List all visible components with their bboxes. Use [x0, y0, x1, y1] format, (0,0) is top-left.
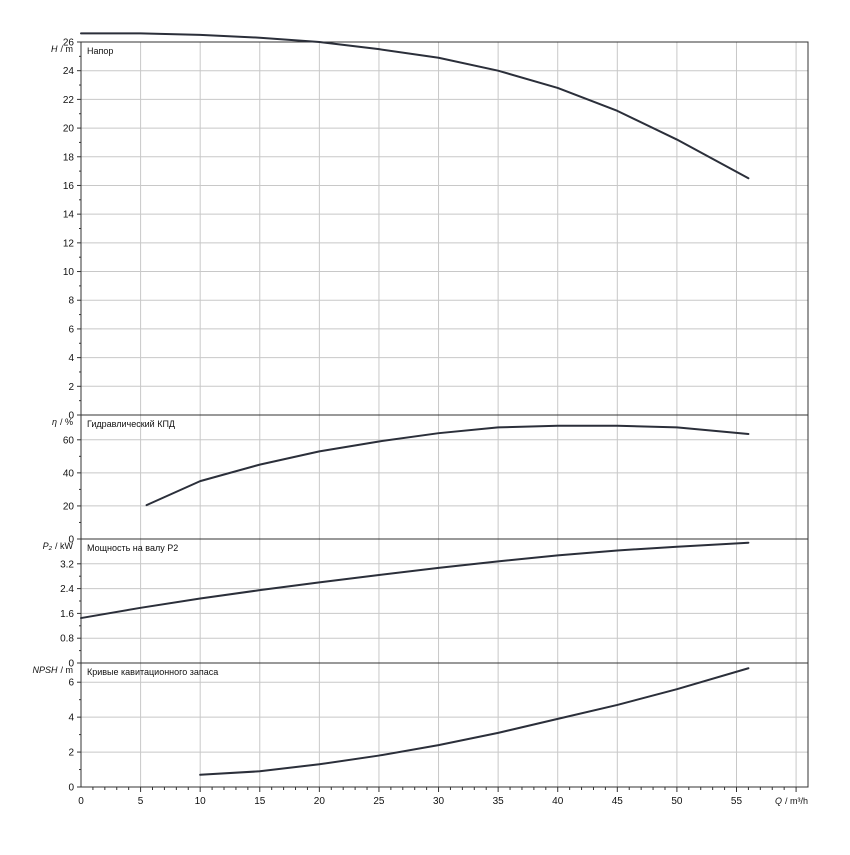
x-tick-label: 35	[493, 796, 505, 807]
y-axis-label: H/ m	[51, 44, 73, 54]
panel-4: 0 2 4 6 Кривые кавитационного запаса NPSH/ m	[32, 663, 808, 794]
series-line-1	[147, 426, 749, 505]
y-tick-label: 20	[63, 124, 75, 135]
x-tick-label: 55	[731, 796, 743, 807]
x-axis-label: Q/ m³/h	[775, 796, 808, 806]
y-tick-label: 22	[63, 95, 75, 106]
y-tick-label: 0	[68, 783, 74, 794]
y-axis-unit: / kW	[55, 541, 74, 551]
x-tick-label: 5	[138, 796, 144, 807]
y-tick-label: 6	[68, 678, 74, 689]
y-tick-label: 2	[68, 382, 74, 393]
x-tick-label: 25	[373, 796, 385, 807]
y-axis-symbol: P₂	[43, 541, 53, 551]
panel-title: Мощность на валу P2	[87, 543, 178, 553]
x-tick-label: 45	[612, 796, 624, 807]
x-tick-label: 20	[314, 796, 326, 807]
panel-frame	[81, 663, 808, 787]
x-axis-unit: / m³/h	[785, 796, 808, 806]
y-axis-label: P₂/ kW	[43, 541, 74, 551]
y-axis-unit: / m	[61, 44, 74, 54]
panel-title: Напор	[87, 46, 113, 56]
y-axis-unit: / m	[61, 665, 74, 675]
y-axis-symbol: η	[52, 417, 57, 427]
y-tick-label: 24	[63, 66, 75, 77]
y-tick-label: 8	[68, 296, 74, 307]
y-tick-label: 2.4	[60, 584, 74, 595]
y-axis-label: η/ %	[52, 417, 73, 427]
x-tick-label: 0	[78, 796, 84, 807]
y-axis-symbol: H	[51, 44, 58, 54]
y-tick-label: 20	[63, 501, 75, 512]
y-tick-label: 40	[63, 468, 75, 479]
y-tick-label: 3.2	[60, 559, 74, 570]
y-tick-label: 4	[68, 353, 74, 364]
y-tick-label: 10	[63, 267, 75, 278]
y-axis-unit: / %	[60, 417, 73, 427]
x-tick-label: 10	[195, 796, 207, 807]
y-tick-label: 12	[63, 238, 75, 249]
series-line-1	[81, 543, 748, 618]
y-axis-label: NPSH/ m	[32, 665, 73, 675]
series-line-1	[200, 668, 748, 775]
x-tick-label: 40	[552, 796, 564, 807]
y-tick-label: 6	[68, 324, 74, 335]
y-axis-symbol: NPSH	[32, 665, 58, 675]
y-tick-label: 60	[63, 435, 75, 446]
x-tick-label: 30	[433, 796, 445, 807]
x-tick-label: 50	[671, 796, 683, 807]
panel-title: Гидравлический КПД	[87, 419, 175, 429]
panel-title: Кривые кавитационного запаса	[87, 667, 218, 677]
y-tick-label: 16	[63, 181, 75, 192]
y-tick-label: 18	[63, 152, 75, 163]
panel-frame	[81, 42, 808, 415]
x-axis-symbol: Q	[775, 796, 782, 806]
y-tick-label: 4	[68, 713, 74, 724]
x-tick-label: 15	[254, 796, 266, 807]
y-tick-label: 1.6	[60, 609, 74, 620]
y-tick-label: 0.8	[60, 634, 74, 645]
y-tick-label: 2	[68, 748, 74, 759]
x-axis: 0 5 10 15 20 25 30 35 40 45 50 55 Q/ m³/h	[78, 787, 808, 807]
y-tick-label: 14	[63, 210, 75, 221]
